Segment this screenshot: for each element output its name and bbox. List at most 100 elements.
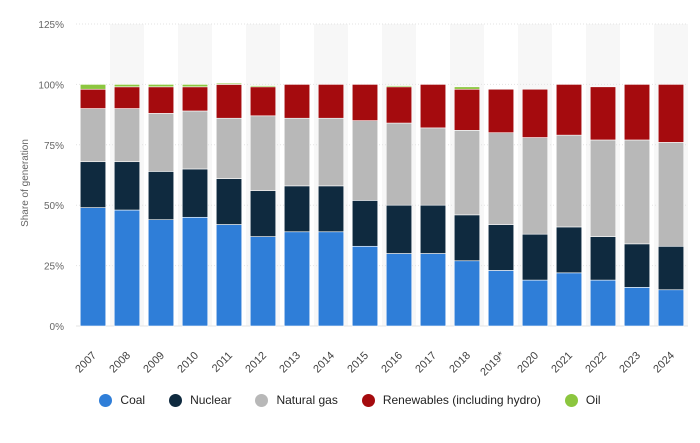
bar-segment-coal-2020 xyxy=(521,279,549,327)
legend-label: Nuclear xyxy=(190,393,232,407)
y-axis-title: Share of generation xyxy=(20,139,31,227)
bar-segment-natural-gas-2023 xyxy=(623,139,651,245)
bar-segment-natural-gas-2016 xyxy=(385,122,413,206)
bar-segment-renewables-including-hydro--2016 xyxy=(385,86,413,124)
bar-segment-oil-2010 xyxy=(181,84,209,88)
bar-segment-natural-gas-2018 xyxy=(453,130,481,216)
bar-segment-oil-2011 xyxy=(215,82,243,85)
bar-segment-coal-2016 xyxy=(385,253,413,327)
bar-segment-renewables-including-hydro--2014 xyxy=(317,84,345,119)
legend-item-natural-gas[interactable]: Natural gas xyxy=(255,393,338,407)
bar-segment-renewables-including-hydro--2012 xyxy=(249,86,277,117)
bar-segment-coal-2018 xyxy=(453,260,481,327)
x-tick-label: 2010 xyxy=(175,350,201,376)
legend-marker xyxy=(564,393,578,407)
bar-segment-nuclear-2016 xyxy=(385,204,413,254)
x-tick-label: 2008 xyxy=(107,350,133,376)
bar-segment-renewables-including-hydro--2019 xyxy=(487,88,515,134)
bar-segment-nuclear-2012 xyxy=(249,190,277,237)
legend-marker xyxy=(255,393,269,407)
bar-segment-coal-2023 xyxy=(623,287,651,327)
legend: Coal Nuclear Natural gas Renewables (includ… xyxy=(0,393,700,407)
bar-segment-nuclear-2008 xyxy=(113,161,141,211)
bar-segment-natural-gas-2015 xyxy=(351,120,379,201)
x-tick-label: 2020 xyxy=(515,350,541,376)
bar-segment-natural-gas-2022 xyxy=(589,139,617,237)
bar-segment-coal-2008 xyxy=(113,209,141,327)
x-tick-label: 2016 xyxy=(379,350,405,376)
legend-marker xyxy=(361,393,375,407)
x-tick-label: 2013 xyxy=(277,350,303,376)
bar-segment-coal-2014 xyxy=(317,231,345,327)
y-tick-label: 0% xyxy=(50,322,65,333)
bar-segment-coal-2012 xyxy=(249,236,277,327)
bar-segment-renewables-including-hydro--2013 xyxy=(283,84,311,119)
bar-segment-coal-2007 xyxy=(79,207,107,327)
x-tick-label: 2021 xyxy=(549,350,575,376)
bar-segment-nuclear-2013 xyxy=(283,185,311,233)
stacked-bar-chart: 0% 25% 50% 75% 100% 125% Share of generation 20… xyxy=(20,20,688,378)
bar-segment-natural-gas-2014 xyxy=(317,117,345,187)
bar-segment-renewables-including-hydro--2009 xyxy=(147,86,175,114)
legend-label: Oil xyxy=(585,393,601,407)
bar-segment-renewables-including-hydro--2022 xyxy=(589,86,617,141)
y-tick-label: 100% xyxy=(38,80,64,91)
bar-segment-natural-gas-2021 xyxy=(555,134,583,228)
x-tick-label: 2015 xyxy=(345,350,371,376)
bar-segment-natural-gas-2012 xyxy=(249,115,277,192)
bar-segment-nuclear-2015 xyxy=(351,200,379,247)
x-tick-label: 2009 xyxy=(141,350,167,376)
bar-segment-coal-2024 xyxy=(657,289,685,327)
bar-segment-oil-2016 xyxy=(385,85,413,88)
bar-segment-renewables-including-hydro--2017 xyxy=(419,84,447,129)
bar-segment-natural-gas-2010 xyxy=(181,110,209,170)
y-tick-label: 25% xyxy=(44,262,64,273)
bar-segment-nuclear-2009 xyxy=(147,171,175,220)
bar-segment-nuclear-2022 xyxy=(589,236,617,281)
bar-segment-renewables-including-hydro--2011 xyxy=(215,84,243,119)
bar-segment-renewables-including-hydro--2023 xyxy=(623,84,651,141)
bar-segment-oil-2009 xyxy=(147,84,175,88)
bar-segment-coal-2017 xyxy=(419,253,447,327)
x-tick-label: 2023 xyxy=(617,350,643,376)
x-tick-label: 2007 xyxy=(73,350,99,376)
bar-segment-renewables-including-hydro--2015 xyxy=(351,84,379,121)
bar-segment-natural-gas-2011 xyxy=(215,117,243,179)
legend-marker xyxy=(99,393,113,407)
bar-segment-coal-2022 xyxy=(589,279,617,327)
bar-segment-renewables-including-hydro--2007 xyxy=(79,88,107,109)
bar-segment-coal-2015 xyxy=(351,245,379,327)
legend-item-oil[interactable]: Oil xyxy=(564,393,601,407)
bar-segment-natural-gas-2008 xyxy=(113,108,141,163)
y-tick-label: 50% xyxy=(44,201,64,212)
legend-item-nuclear[interactable]: Nuclear xyxy=(169,393,231,407)
bar-segment-coal-2013 xyxy=(283,231,311,327)
bar-segment-natural-gas-2017 xyxy=(419,127,447,206)
bar-segment-nuclear-2014 xyxy=(317,185,345,233)
legend-marker xyxy=(169,393,183,407)
bar-segment-renewables-including-hydro--2018 xyxy=(453,88,481,131)
bar-segment-natural-gas-2007 xyxy=(79,108,107,163)
bar-segment-oil-2018 xyxy=(453,86,481,90)
bar-segment-oil-2012 xyxy=(249,85,277,88)
bar-segment-renewables-including-hydro--2010 xyxy=(181,86,209,112)
x-tick-label: 2011 xyxy=(210,350,235,375)
bar-segment-renewables-including-hydro--2008 xyxy=(113,86,141,109)
bar-segment-nuclear-2018 xyxy=(453,214,481,262)
bar-segment-natural-gas-2019 xyxy=(487,132,515,225)
bar-segment-nuclear-2023 xyxy=(623,243,651,288)
bar-segment-oil-2008 xyxy=(113,84,141,88)
bar-segment-coal-2021 xyxy=(555,272,583,327)
bar-segment-natural-gas-2009 xyxy=(147,113,175,172)
legend-item-coal[interactable]: Coal xyxy=(99,393,145,407)
bar-segment-nuclear-2011 xyxy=(215,178,243,225)
bar-segment-coal-2019 xyxy=(487,270,515,327)
bar-segment-coal-2009 xyxy=(147,219,175,327)
bar-segment-renewables-including-hydro--2024 xyxy=(657,84,685,143)
legend-label: Renewables (including hydro) xyxy=(382,393,541,407)
bar-segment-nuclear-2010 xyxy=(181,168,209,218)
legend-item-renewables-including-hydro[interactable]: Renewables (including hydro) xyxy=(361,393,541,407)
x-tick-label: 2022 xyxy=(583,350,609,376)
bar-segment-natural-gas-2020 xyxy=(521,137,549,235)
